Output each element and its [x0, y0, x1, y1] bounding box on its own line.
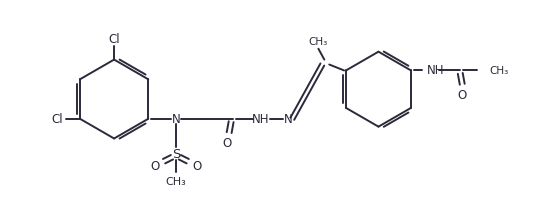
Text: NH: NH [427, 64, 444, 76]
Text: CH₃: CH₃ [490, 66, 509, 76]
Text: S: S [172, 147, 180, 160]
Text: Cl: Cl [108, 33, 120, 46]
Text: O: O [457, 88, 467, 101]
Text: CH₃: CH₃ [165, 176, 186, 186]
Text: N: N [172, 113, 180, 126]
Text: CH₃: CH₃ [309, 37, 328, 47]
Text: Cl: Cl [51, 113, 63, 126]
Text: O: O [223, 136, 232, 149]
Text: O: O [150, 159, 160, 172]
Text: NH: NH [252, 113, 270, 126]
Text: O: O [192, 159, 201, 172]
Text: N: N [284, 113, 293, 126]
